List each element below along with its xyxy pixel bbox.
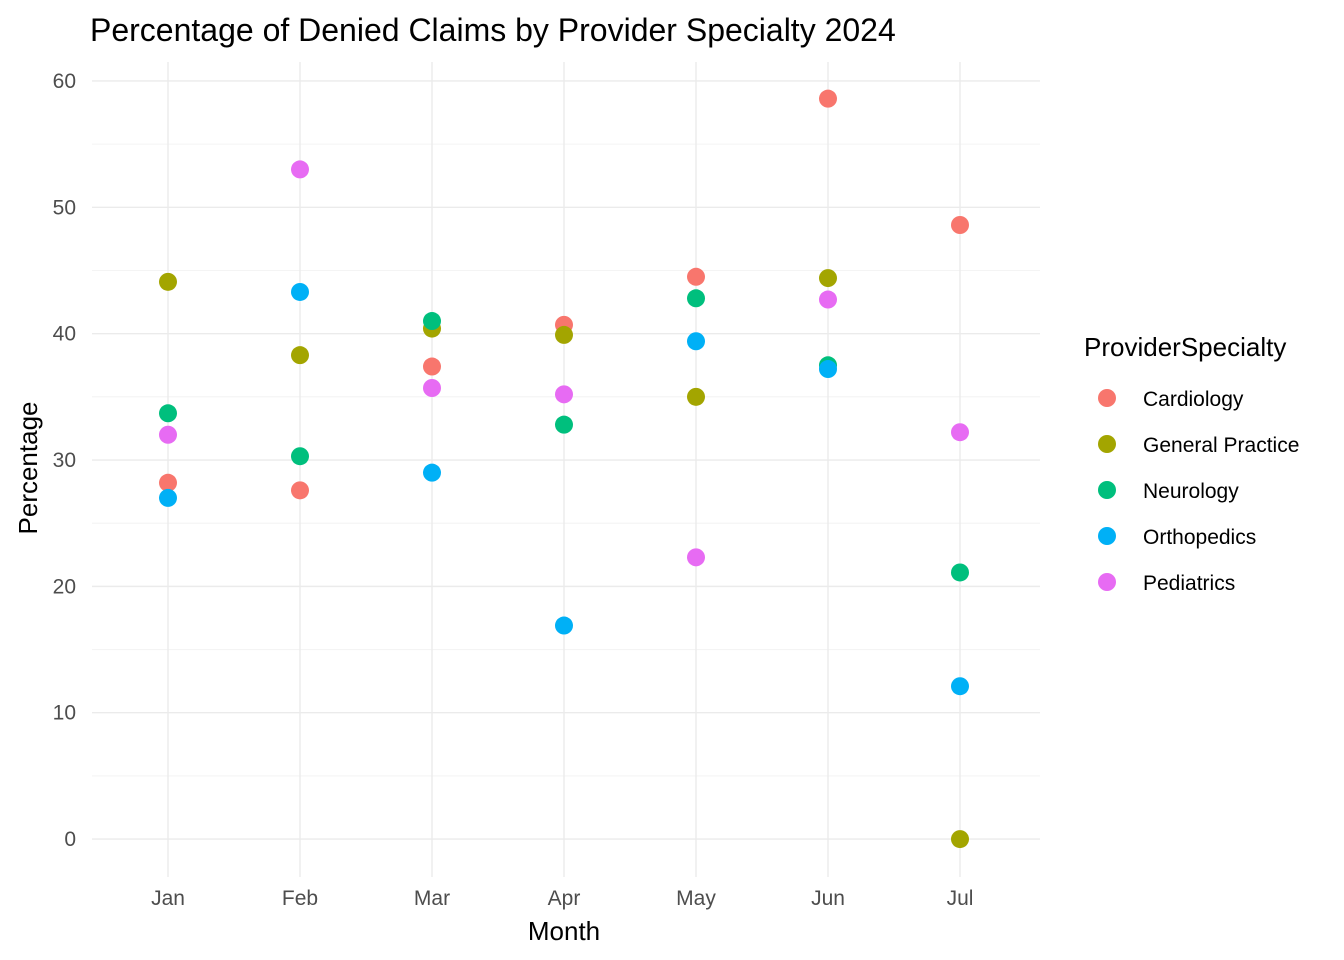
- data-point: [951, 423, 969, 442]
- data-point: [687, 387, 705, 406]
- data-point: [819, 360, 837, 379]
- y-tick-label: 30: [53, 449, 76, 472]
- data-point: [687, 548, 705, 567]
- y-axis-tick-labels: 0 10 20 30 40 50 60: [53, 70, 76, 851]
- legend-key: [1098, 573, 1116, 591]
- data-point: [291, 160, 309, 179]
- y-tick-label: 10: [53, 702, 76, 725]
- x-tick-label: Jul: [947, 887, 974, 910]
- data-point: [291, 346, 309, 365]
- legend-key: [1098, 481, 1116, 499]
- plot-grid: [92, 62, 1040, 877]
- data-point: [291, 481, 309, 500]
- data-point: [951, 563, 969, 582]
- data-point: [819, 269, 837, 288]
- y-tick-label: 50: [53, 196, 76, 219]
- data-point: [159, 272, 177, 291]
- data-point: [159, 404, 177, 423]
- legend-label: Cardiology: [1143, 388, 1244, 411]
- legend-title: ProviderSpecialty: [1084, 332, 1286, 362]
- data-point: [291, 447, 309, 466]
- chart-title: Percentage of Denied Claims by Provider …: [90, 12, 896, 48]
- legend-label: General Practice: [1143, 434, 1299, 457]
- y-tick-label: 0: [64, 828, 76, 851]
- x-tick-label: Jun: [811, 887, 845, 910]
- data-point: [687, 289, 705, 308]
- data-point: [159, 425, 177, 444]
- data-point: [687, 332, 705, 351]
- x-tick-label: Jan: [151, 887, 185, 910]
- x-axis-tick-labels: Jan Feb Mar Apr May Jun Jul: [151, 887, 973, 910]
- data-point: [159, 488, 177, 507]
- x-tick-label: Apr: [548, 887, 581, 910]
- data-point: [291, 282, 309, 301]
- data-point: [423, 379, 441, 397]
- data-point: [555, 325, 573, 344]
- data-point: [423, 312, 441, 331]
- legend: ProviderSpecialty Cardiology General Prac…: [1084, 332, 1299, 595]
- x-tick-label: May: [676, 887, 716, 910]
- data-point: [555, 385, 573, 404]
- data-point: [423, 357, 441, 376]
- data-point: [951, 830, 969, 849]
- data-point: [423, 463, 441, 482]
- data-point: [951, 677, 969, 696]
- legend-label: Orthopedics: [1143, 526, 1256, 549]
- data-point: [819, 290, 837, 309]
- data-point: [555, 616, 573, 635]
- legend-key: [1098, 389, 1116, 407]
- data-point: [951, 216, 969, 234]
- y-tick-label: 40: [53, 323, 76, 346]
- data-points: [159, 89, 969, 849]
- data-point: [819, 89, 837, 108]
- x-axis-title: Month: [528, 916, 600, 946]
- y-axis-title: Percentage: [13, 402, 43, 535]
- legend-key: [1098, 527, 1116, 545]
- y-tick-label: 60: [53, 70, 76, 93]
- x-tick-label: Mar: [414, 887, 450, 910]
- y-tick-label: 20: [53, 575, 76, 598]
- legend-label: Pediatrics: [1143, 572, 1235, 595]
- data-point: [687, 267, 705, 286]
- legend-label: Neurology: [1143, 480, 1239, 503]
- data-point: [159, 473, 177, 492]
- data-point: [555, 415, 573, 434]
- x-tick-label: Feb: [282, 887, 318, 910]
- legend-key: [1098, 435, 1116, 453]
